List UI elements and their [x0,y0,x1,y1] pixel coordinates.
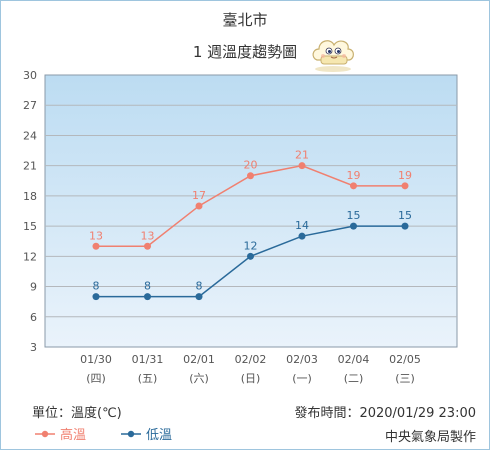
y-tick-label: 24 [23,129,37,142]
y-tick-label: 9 [30,281,37,294]
x-tick-date: 02/01 [183,353,215,366]
y-tick-label: 27 [23,99,37,112]
data-point-low [247,252,254,260]
x-tick-weekday: (一) [292,372,312,385]
data-point-low [195,293,203,301]
y-tick-label: 6 [30,311,37,324]
data-label-high: 13 [89,229,103,242]
x-tick-date: 02/04 [338,353,370,366]
data-label-low: 15 [347,209,361,222]
data-point-high [247,172,254,180]
data-point-high [298,162,306,170]
legend-item-low: 低溫 [120,424,172,443]
unit-label: 單位：溫度(℃) [32,406,122,421]
x-tick-weekday: (四) [86,372,106,385]
legend-low-marker-icon [121,430,142,437]
data-label-low: 8 [196,280,203,293]
data-label-high: 19 [398,169,412,182]
chart-subtitle: 1 週溫度趨勢圖 [192,43,298,61]
legend-item-high: 高溫 [34,424,86,443]
y-tick-label: 12 [23,250,37,263]
y-tick-label: 21 [23,160,37,173]
x-tick-weekday: (三) [395,372,415,385]
data-label-high: 17 [192,189,206,202]
series-lines: 13 13 17 20 21 19 19 8 8 8 12 14 15 15 [89,149,412,301]
data-label-low: 12 [244,239,258,252]
data-point-high [350,182,357,190]
chart-legend: 高溫 低溫 [34,424,206,443]
x-tick-weekday: (二) [344,372,364,385]
data-label-high: 20 [244,159,258,172]
agency-label: 中央氣象局製作 [384,430,476,445]
publish-time: 發布時間：2020/01/29 23:00 [294,406,476,421]
x-tick-date: 01/31 [132,353,164,366]
mascot-cloud-icon [312,40,354,72]
data-point-high [401,182,409,190]
x-tick-date: 02/02 [235,353,267,366]
data-label-low: 8 [93,280,100,293]
data-label-low: 15 [398,209,412,222]
data-point-high [195,202,203,210]
data-label-high: 21 [295,149,309,162]
data-point-low [92,293,100,301]
plot-area [44,74,458,348]
y-tick-label: 18 [23,190,37,203]
legend-high-marker-icon [35,430,55,437]
data-point-low [350,222,357,230]
data-label-low: 14 [295,219,309,232]
data-point-low [298,232,306,240]
legend-low-label: 低溫 [146,428,173,443]
x-tick-weekday: (六) [189,372,209,385]
legend-high-label: 高溫 [60,428,87,443]
y-tick-label: 15 [23,220,37,233]
x-tick-weekday: (日) [241,372,261,385]
x-tick-date: 01/30 [80,353,112,366]
axis-labels: 3 6 9 12 15 18 21 24 27 30 01/30 (四) 01/31 (五) 02/01 (六… [23,69,421,385]
chart-title: 臺北市 [222,11,268,29]
x-tick-date: 02/05 [389,353,421,366]
data-point-high [144,242,151,250]
y-tick-label: 30 [23,69,37,82]
x-tick-weekday: (五) [138,372,158,385]
data-label-high: 19 [347,169,361,182]
data-point-low [401,222,409,230]
data-label-low: 8 [144,280,151,293]
y-tick-label: 3 [30,341,37,354]
data-point-high [92,242,100,250]
x-tick-date: 02/03 [286,353,318,366]
data-label-high: 13 [141,229,155,242]
data-point-low [144,293,151,301]
